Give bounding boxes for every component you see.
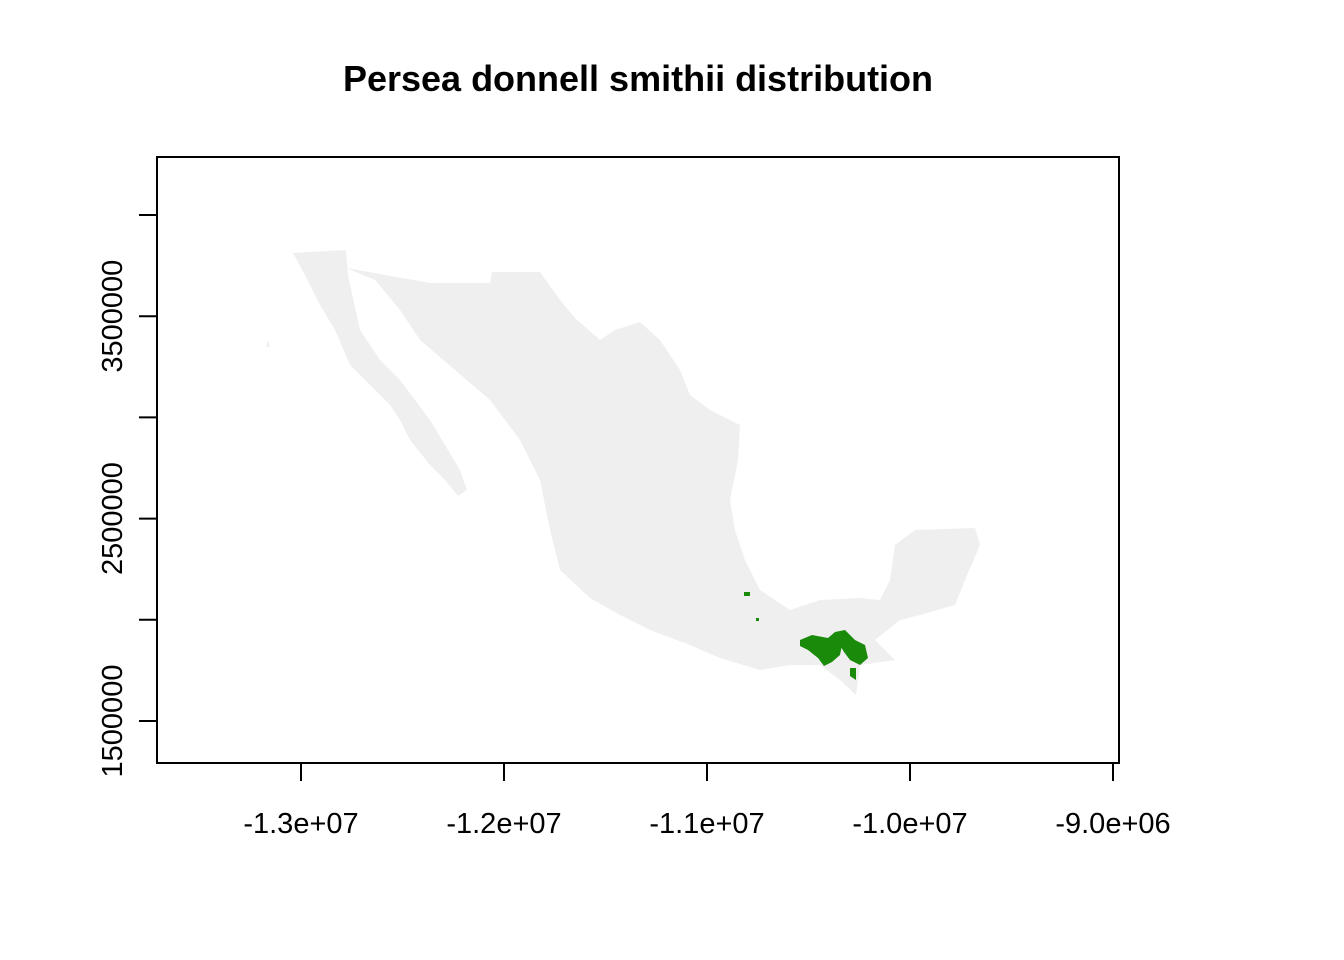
x-tick-label: -9.0e+06 (1055, 808, 1170, 840)
x-axis: -1.3e+07 -1.2e+07 -1.1e+07 -1.0e+07 -9.0e+06 (243, 762, 1171, 840)
y-tick-label: 2500000 (97, 462, 129, 575)
map-title: Persea donnell smithii distribution (342, 58, 934, 99)
y-tick-label: 3500000 (97, 260, 129, 373)
y-tick-label: 1500000 (97, 665, 129, 778)
baja-california (293, 250, 467, 496)
x-tick-label: -1.1e+07 (649, 808, 764, 840)
x-tick-label: -1.3e+07 (243, 808, 358, 840)
presence-patch (756, 618, 759, 621)
mexico-land (266, 250, 980, 695)
presence-patches (744, 592, 868, 680)
presence-patch (800, 632, 842, 666)
presence-patch (835, 630, 868, 665)
x-tick-label: -1.0e+07 (852, 808, 967, 840)
mainland-mexico (346, 268, 980, 695)
x-tick-label: -1.2e+07 (446, 808, 561, 840)
presence-patch (744, 592, 750, 596)
y-axis: 1500000 2500000 3500000 (97, 214, 158, 778)
baja-island (266, 340, 270, 348)
presence-patch (850, 668, 856, 680)
